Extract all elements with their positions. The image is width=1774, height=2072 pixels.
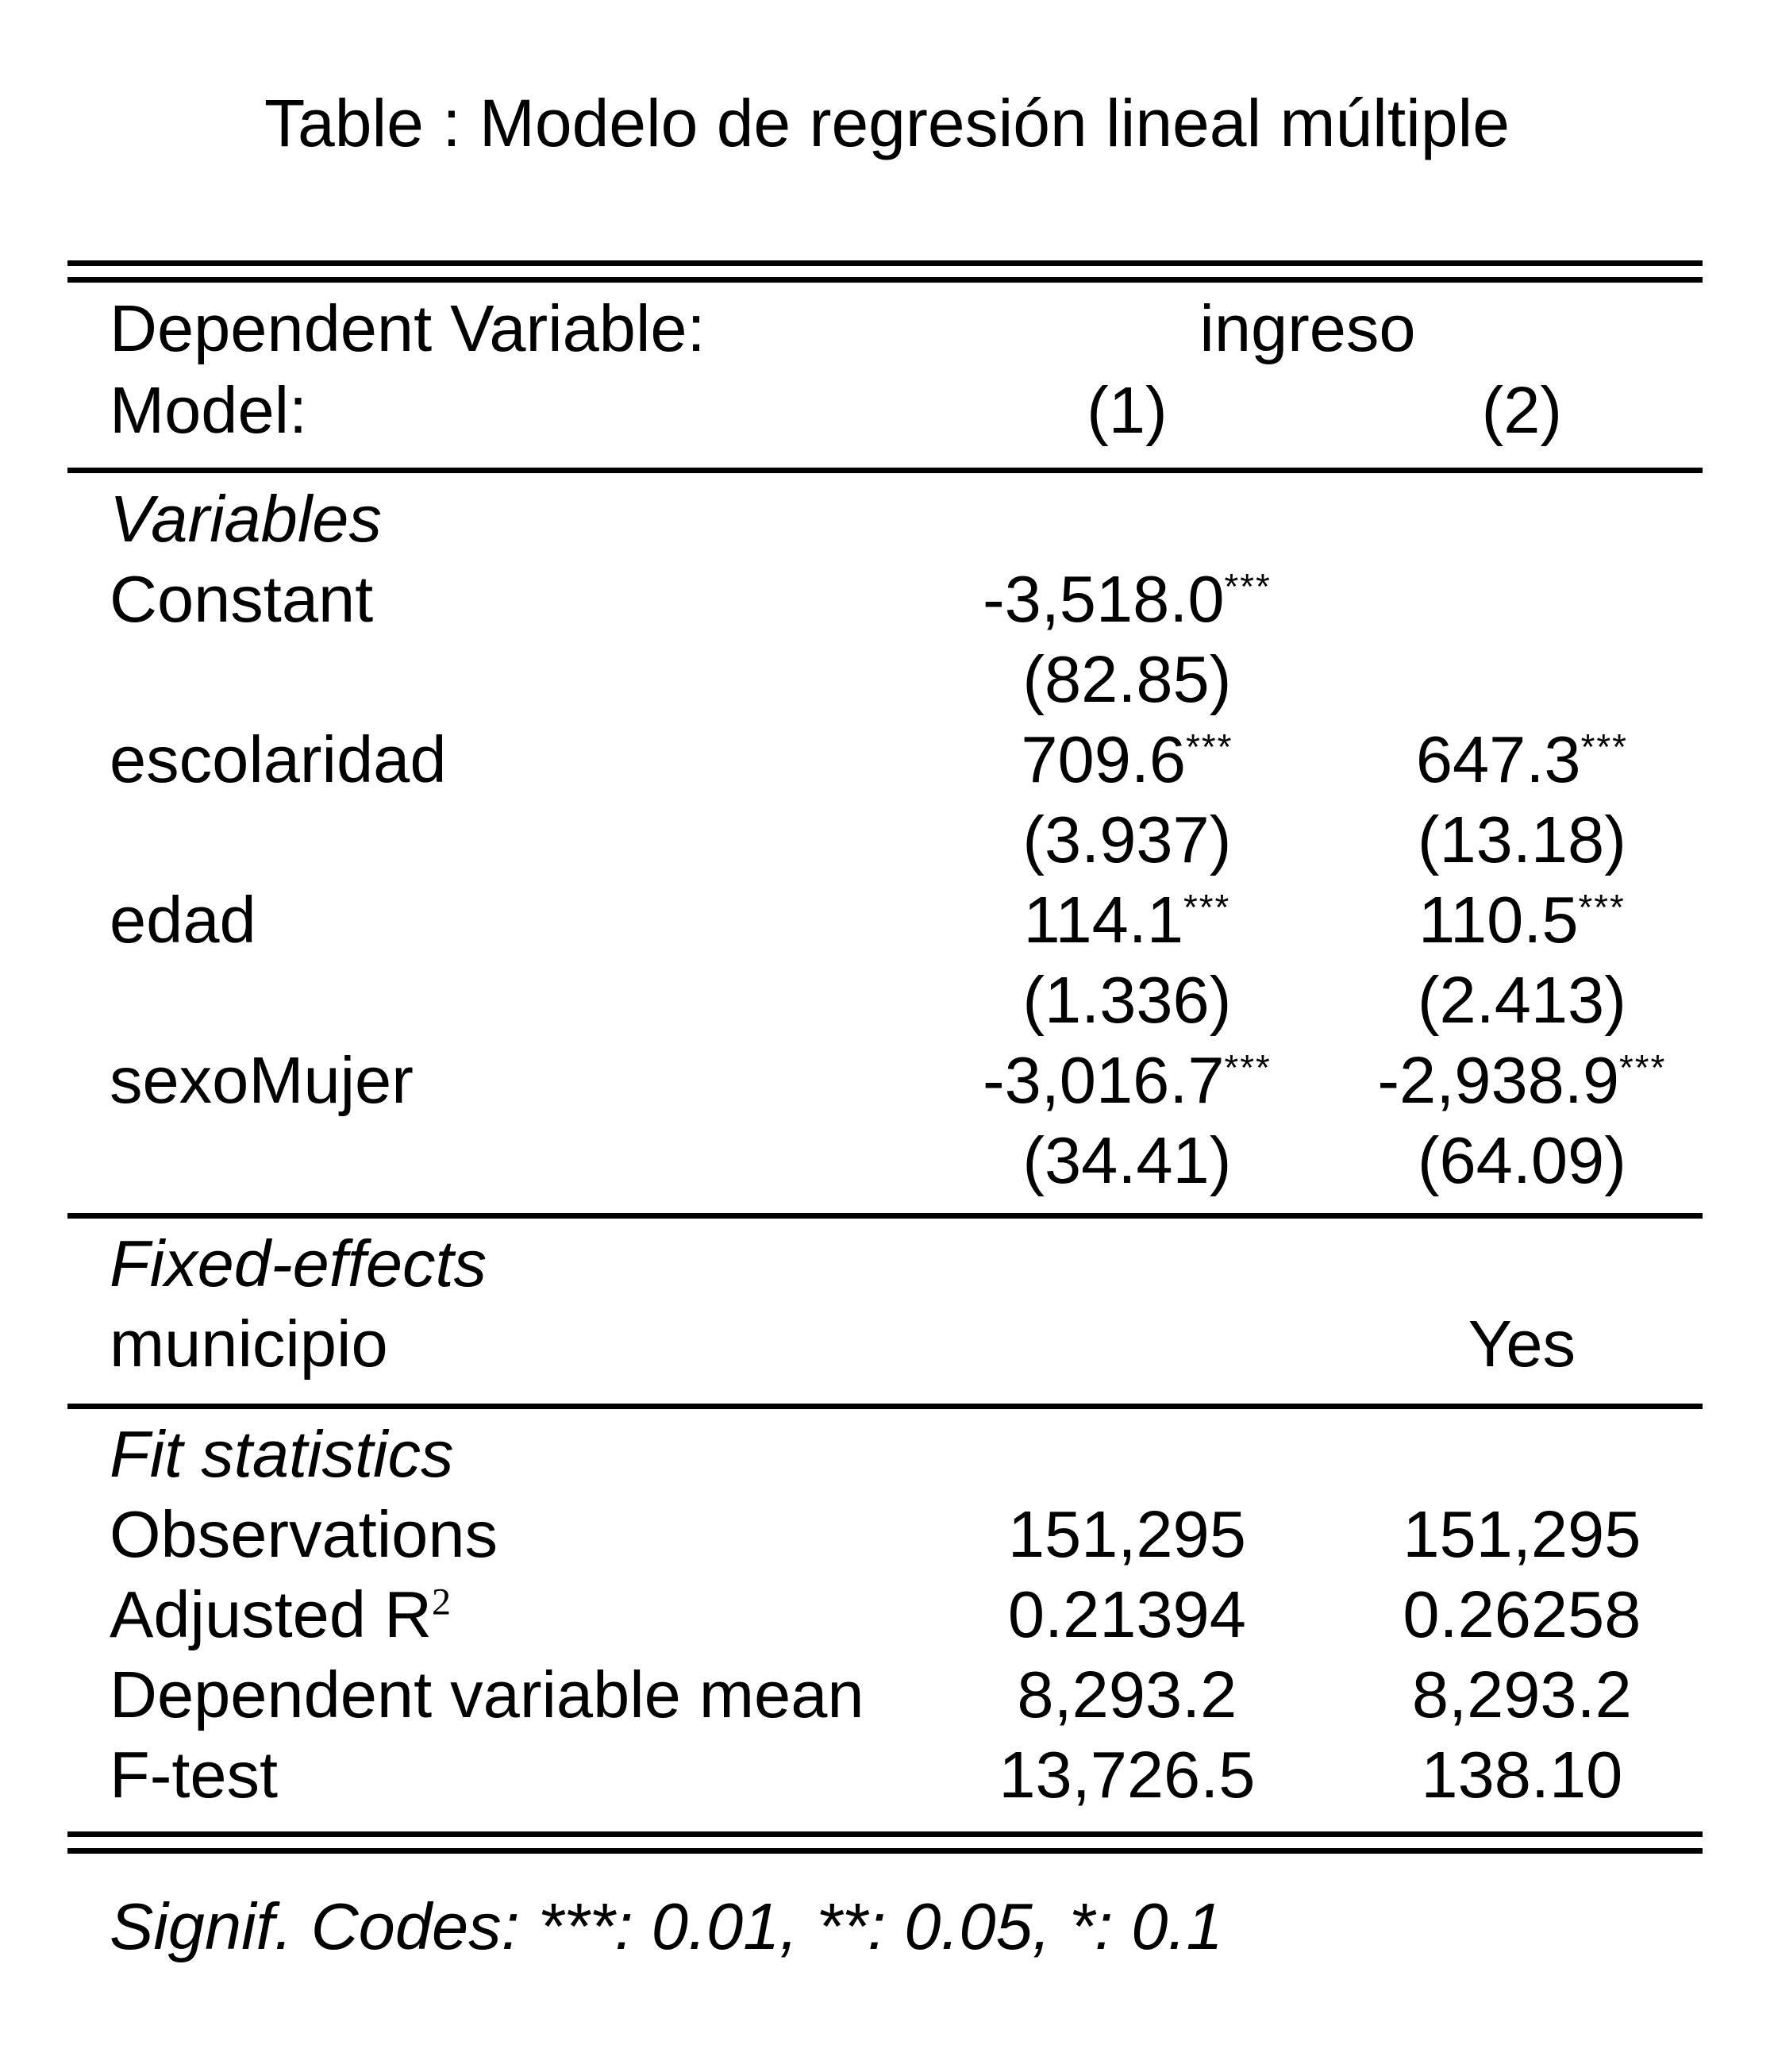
observations-m2: 151,295: [1403, 1497, 1641, 1571]
significance-stars: ***: [1224, 566, 1272, 607]
edad-se-row: (1.336) (2.413): [67, 960, 1703, 1040]
fixed-effects-section: Fixed-effects municipio Yes: [67, 1223, 1703, 1384]
escolaridad-m1-coef: 709.6***: [1021, 722, 1233, 796]
sexomujer-m2-coef: -2,938.9***: [1377, 1043, 1667, 1117]
rule-line: [67, 277, 1703, 283]
escolaridad-coef-row: escolaridad 709.6*** 647.3***: [67, 719, 1703, 799]
adjusted-r2-m1: 0.21394: [1007, 1577, 1246, 1651]
variables-heading-row: Variables: [67, 479, 1703, 559]
adjusted-r2-m2: 0.26258: [1403, 1577, 1641, 1651]
fit-statistics-heading-row: Fit statistics: [67, 1414, 1703, 1494]
rule-line: [67, 260, 1703, 266]
variables-bottom-rule: [67, 1213, 1703, 1219]
adjusted-r2-label: Adjusted R2: [110, 1577, 452, 1651]
significance-stars: ***: [1186, 726, 1233, 768]
sexomujer-label: sexoMujer: [110, 1043, 414, 1117]
observations-label: Observations: [110, 1497, 498, 1571]
fit-statistics-section: Fit statistics Observations 151,295 151,…: [67, 1414, 1703, 1815]
dependent-variable-mean-m2: 8,293.2: [1411, 1658, 1632, 1731]
sexomujer-se-row: (34.41) (64.09): [67, 1120, 1703, 1200]
observations-row: Observations 151,295 151,295: [67, 1494, 1703, 1574]
model-1-header: (1): [1087, 373, 1168, 447]
edad-m2-se: (2.413): [1417, 963, 1626, 1037]
model-2-header: (2): [1481, 373, 1563, 447]
r2-exponent: 2: [432, 1581, 452, 1623]
sexomujer-m1-coef: -3,016.7***: [982, 1043, 1272, 1117]
sexomujer-coef-row: sexoMujer -3,016.7*** -2,938.9***: [67, 1040, 1703, 1120]
edad-m2-coef: 110.5***: [1418, 883, 1626, 957]
rule-line: [67, 1848, 1703, 1854]
escolaridad-se-row: (3.937) (13.18): [67, 799, 1703, 880]
municipio-row: municipio Yes: [67, 1304, 1703, 1384]
constant-m1-se: (82.85): [1022, 642, 1232, 716]
dependent-variable-mean-row: Dependent variable mean 8,293.2 8,293.2: [67, 1654, 1703, 1735]
variables-section: Variables Constant -3,518.0*** (82.85) e…: [67, 479, 1703, 1200]
significance-stars: ***: [1580, 726, 1628, 768]
bottom-double-rule: [67, 1831, 1703, 1854]
dependent-variable-value: ingreso: [1199, 291, 1416, 365]
fit-statistics-heading: Fit statistics: [110, 1417, 454, 1491]
sexomujer-m2-se: (64.09): [1417, 1123, 1626, 1197]
table-header: Dependent Variable: ingreso Model: (1) (…: [67, 287, 1703, 451]
edad-coef-row: edad 114.1*** 110.5***: [67, 880, 1703, 960]
municipio-label: municipio: [110, 1307, 388, 1381]
constant-label: Constant: [110, 562, 374, 636]
model-label: Model:: [110, 373, 308, 447]
dependent-variable-mean-label: Dependent variable mean: [110, 1658, 864, 1731]
sexomujer-m1-se: (34.41): [1022, 1123, 1232, 1197]
escolaridad-m2-coef: 647.3***: [1415, 722, 1628, 796]
fixed-effects-bottom-rule: [67, 1404, 1703, 1409]
f-test-row: F-test 13,726.5 138.10: [67, 1735, 1703, 1815]
top-double-rule: [67, 260, 1703, 283]
edad-m1-coef: 114.1***: [1023, 883, 1231, 957]
fixed-effects-heading: Fixed-effects: [110, 1227, 487, 1300]
municipio-m2-value: Yes: [1468, 1307, 1576, 1381]
variables-heading: Variables: [110, 482, 382, 556]
model-row: Model: (1) (2): [67, 369, 1703, 451]
regression-table: Dependent Variable: ingreso Model: (1) (…: [67, 260, 1703, 1854]
header-rule: [67, 468, 1703, 473]
constant-m1-coef: -3,518.0***: [982, 562, 1272, 636]
adjusted-r2-row: Adjusted R2 0.21394 0.26258: [67, 1574, 1703, 1654]
edad-m1-se: (1.336): [1022, 963, 1232, 1037]
table-title: Table : Modelo de regresión lineal múlti…: [264, 86, 1510, 160]
dependent-variable-row: Dependent Variable: ingreso: [67, 287, 1703, 369]
rule-line: [67, 1831, 1703, 1837]
dependent-variable-mean-m1: 8,293.2: [1017, 1658, 1237, 1731]
significance-stars: ***: [1619, 1047, 1667, 1088]
constant-coef-row: Constant -3,518.0***: [67, 559, 1703, 639]
f-test-m2: 138.10: [1421, 1738, 1623, 1812]
significance-codes: Signif. Codes: ***: 0.01, **: 0.05, *: 0…: [110, 1889, 1223, 1963]
escolaridad-m2-se: (13.18): [1417, 803, 1626, 876]
significance-stars: ***: [1183, 887, 1231, 928]
observations-m1: 151,295: [1007, 1497, 1246, 1571]
escolaridad-label: escolaridad: [110, 722, 447, 796]
f-test-m1: 13,726.5: [999, 1738, 1256, 1812]
fixed-effects-heading-row: Fixed-effects: [67, 1223, 1703, 1304]
significance-stars: ***: [1224, 1047, 1272, 1088]
f-test-label: F-test: [110, 1738, 279, 1812]
escolaridad-m1-se: (3.937): [1022, 803, 1232, 876]
significance-stars: ***: [1578, 887, 1626, 928]
dependent-variable-label: Dependent Variable:: [110, 291, 706, 365]
edad-label: edad: [110, 883, 256, 957]
constant-se-row: (82.85): [67, 639, 1703, 719]
